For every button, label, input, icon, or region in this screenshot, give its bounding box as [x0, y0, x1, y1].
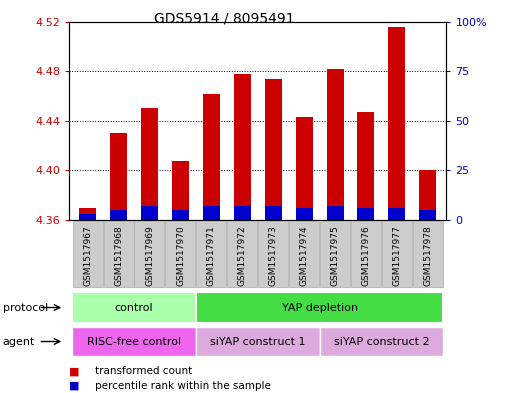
Bar — [234, 206, 251, 220]
Bar — [265, 206, 282, 220]
Bar — [388, 27, 405, 220]
Bar — [172, 160, 189, 220]
Bar — [419, 210, 436, 220]
Text: agent: agent — [3, 336, 35, 347]
Text: transformed count: transformed count — [95, 366, 192, 376]
Text: GSM1517978: GSM1517978 — [423, 226, 432, 286]
Text: GSM1517974: GSM1517974 — [300, 226, 309, 286]
Text: GSM1517975: GSM1517975 — [330, 226, 340, 286]
Bar — [388, 208, 405, 220]
Bar — [358, 208, 374, 220]
FancyBboxPatch shape — [72, 327, 196, 356]
FancyBboxPatch shape — [134, 222, 165, 287]
FancyBboxPatch shape — [196, 292, 443, 323]
Text: siYAP construct 1: siYAP construct 1 — [210, 336, 306, 347]
FancyBboxPatch shape — [320, 327, 443, 356]
Text: GSM1517973: GSM1517973 — [269, 226, 278, 286]
Text: GSM1517971: GSM1517971 — [207, 226, 216, 286]
FancyBboxPatch shape — [165, 222, 195, 287]
Bar — [80, 208, 96, 220]
Text: ■: ■ — [69, 366, 80, 376]
Text: GSM1517968: GSM1517968 — [114, 226, 123, 286]
Bar — [295, 208, 312, 220]
Text: siYAP construct 2: siYAP construct 2 — [333, 336, 429, 347]
FancyBboxPatch shape — [289, 222, 319, 287]
Text: GSM1517977: GSM1517977 — [392, 226, 401, 286]
FancyBboxPatch shape — [351, 222, 381, 287]
Bar — [265, 79, 282, 220]
Text: GDS5914 / 8095491: GDS5914 / 8095491 — [154, 12, 294, 26]
FancyBboxPatch shape — [73, 222, 103, 287]
FancyBboxPatch shape — [196, 327, 320, 356]
Text: GSM1517976: GSM1517976 — [362, 226, 370, 286]
Bar — [80, 214, 96, 220]
Text: GSM1517969: GSM1517969 — [145, 226, 154, 286]
Bar — [203, 206, 220, 220]
Bar — [327, 206, 344, 220]
Bar — [141, 108, 158, 220]
Bar — [419, 171, 436, 220]
Bar — [110, 133, 127, 220]
FancyBboxPatch shape — [72, 292, 196, 323]
Text: GSM1517967: GSM1517967 — [83, 226, 92, 286]
FancyBboxPatch shape — [227, 222, 257, 287]
Text: ■: ■ — [69, 381, 80, 391]
FancyBboxPatch shape — [320, 222, 350, 287]
Text: YAP depletion: YAP depletion — [282, 303, 358, 312]
Bar — [141, 206, 158, 220]
Bar — [110, 210, 127, 220]
Text: control: control — [115, 303, 153, 312]
Bar — [327, 69, 344, 220]
Text: RISC-free control: RISC-free control — [87, 336, 181, 347]
Bar — [203, 94, 220, 220]
Text: protocol: protocol — [3, 303, 48, 312]
FancyBboxPatch shape — [382, 222, 412, 287]
FancyBboxPatch shape — [104, 222, 133, 287]
FancyBboxPatch shape — [258, 222, 288, 287]
Bar — [172, 210, 189, 220]
Text: percentile rank within the sample: percentile rank within the sample — [95, 381, 271, 391]
Text: GSM1517970: GSM1517970 — [176, 226, 185, 286]
Text: GSM1517972: GSM1517972 — [238, 226, 247, 286]
FancyBboxPatch shape — [412, 222, 443, 287]
Bar — [295, 117, 312, 220]
FancyBboxPatch shape — [196, 222, 226, 287]
Bar — [234, 74, 251, 220]
Bar — [358, 112, 374, 220]
